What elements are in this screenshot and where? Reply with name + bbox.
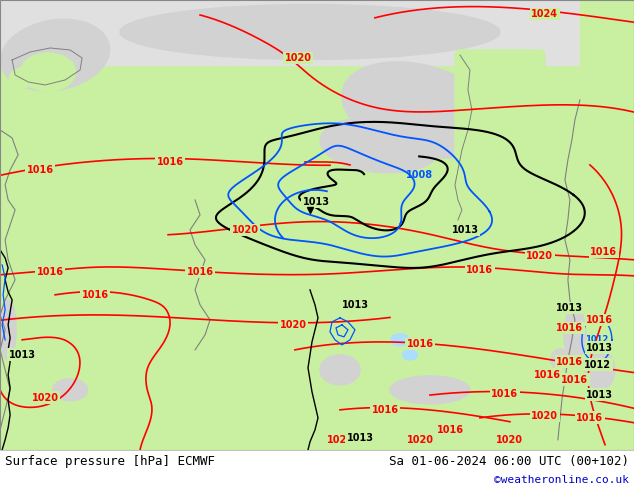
Text: 1016: 1016: [406, 339, 434, 349]
Text: 1016: 1016: [561, 375, 588, 385]
Ellipse shape: [564, 307, 586, 363]
Text: 1016: 1016: [186, 267, 214, 277]
Ellipse shape: [0, 300, 16, 360]
Text: 1016: 1016: [534, 370, 562, 380]
Text: 1020: 1020: [406, 435, 434, 445]
Text: 1016: 1016: [590, 247, 618, 257]
Bar: [0, 0, 634, 65]
Text: 1020: 1020: [280, 320, 306, 330]
Text: 1016: 1016: [157, 157, 184, 167]
Text: 1024: 1024: [531, 9, 559, 19]
Text: 1020: 1020: [32, 393, 58, 403]
Ellipse shape: [1, 19, 110, 91]
Text: 1016: 1016: [557, 357, 583, 367]
Text: 1013: 1013: [347, 433, 373, 443]
Text: 1013: 1013: [302, 197, 330, 207]
Text: 1016: 1016: [491, 389, 519, 399]
Ellipse shape: [320, 355, 360, 385]
Text: 1016: 1016: [436, 425, 463, 435]
Text: 1016: 1016: [37, 267, 63, 277]
Text: 1020: 1020: [231, 225, 259, 235]
Ellipse shape: [391, 334, 409, 346]
Text: 1013: 1013: [586, 343, 613, 353]
Ellipse shape: [390, 376, 470, 404]
Text: 1020: 1020: [496, 435, 524, 445]
Text: 1016: 1016: [467, 265, 493, 275]
Text: 1020: 1020: [526, 251, 553, 261]
Text: 1016: 1016: [576, 413, 604, 423]
Text: 1012: 1012: [585, 335, 609, 344]
Ellipse shape: [403, 350, 417, 360]
Ellipse shape: [10, 68, 35, 88]
Text: 1016: 1016: [557, 323, 583, 333]
Text: Sa 01-06-2024 06:00 UTC (00+102): Sa 01-06-2024 06:00 UTC (00+102): [389, 455, 629, 468]
Text: Surface pressure [hPa] ECMWF: Surface pressure [hPa] ECMWF: [5, 455, 215, 468]
Text: ©weatheronline.co.uk: ©weatheronline.co.uk: [494, 475, 629, 485]
Text: 1013: 1013: [557, 303, 583, 313]
Text: 1008: 1008: [406, 170, 434, 180]
Text: 1013: 1013: [451, 225, 479, 235]
Text: 1016: 1016: [27, 165, 54, 175]
Ellipse shape: [320, 117, 440, 173]
Bar: [580, 0, 634, 150]
Text: 1020: 1020: [327, 435, 354, 445]
Text: 1013: 1013: [342, 300, 368, 310]
Text: 1016: 1016: [586, 315, 613, 325]
Ellipse shape: [585, 350, 615, 390]
Text: 1016: 1016: [372, 405, 399, 415]
Ellipse shape: [120, 4, 500, 59]
Ellipse shape: [342, 62, 498, 158]
Text: 1013: 1013: [9, 350, 36, 360]
Text: 1012: 1012: [585, 360, 611, 370]
Ellipse shape: [53, 379, 87, 401]
FancyBboxPatch shape: [455, 50, 545, 160]
Text: 1020: 1020: [285, 53, 311, 63]
Ellipse shape: [551, 349, 569, 371]
Text: 1013: 1013: [586, 390, 613, 400]
Text: 1020: 1020: [531, 411, 559, 421]
Ellipse shape: [21, 53, 75, 91]
Text: 1016: 1016: [82, 290, 108, 300]
